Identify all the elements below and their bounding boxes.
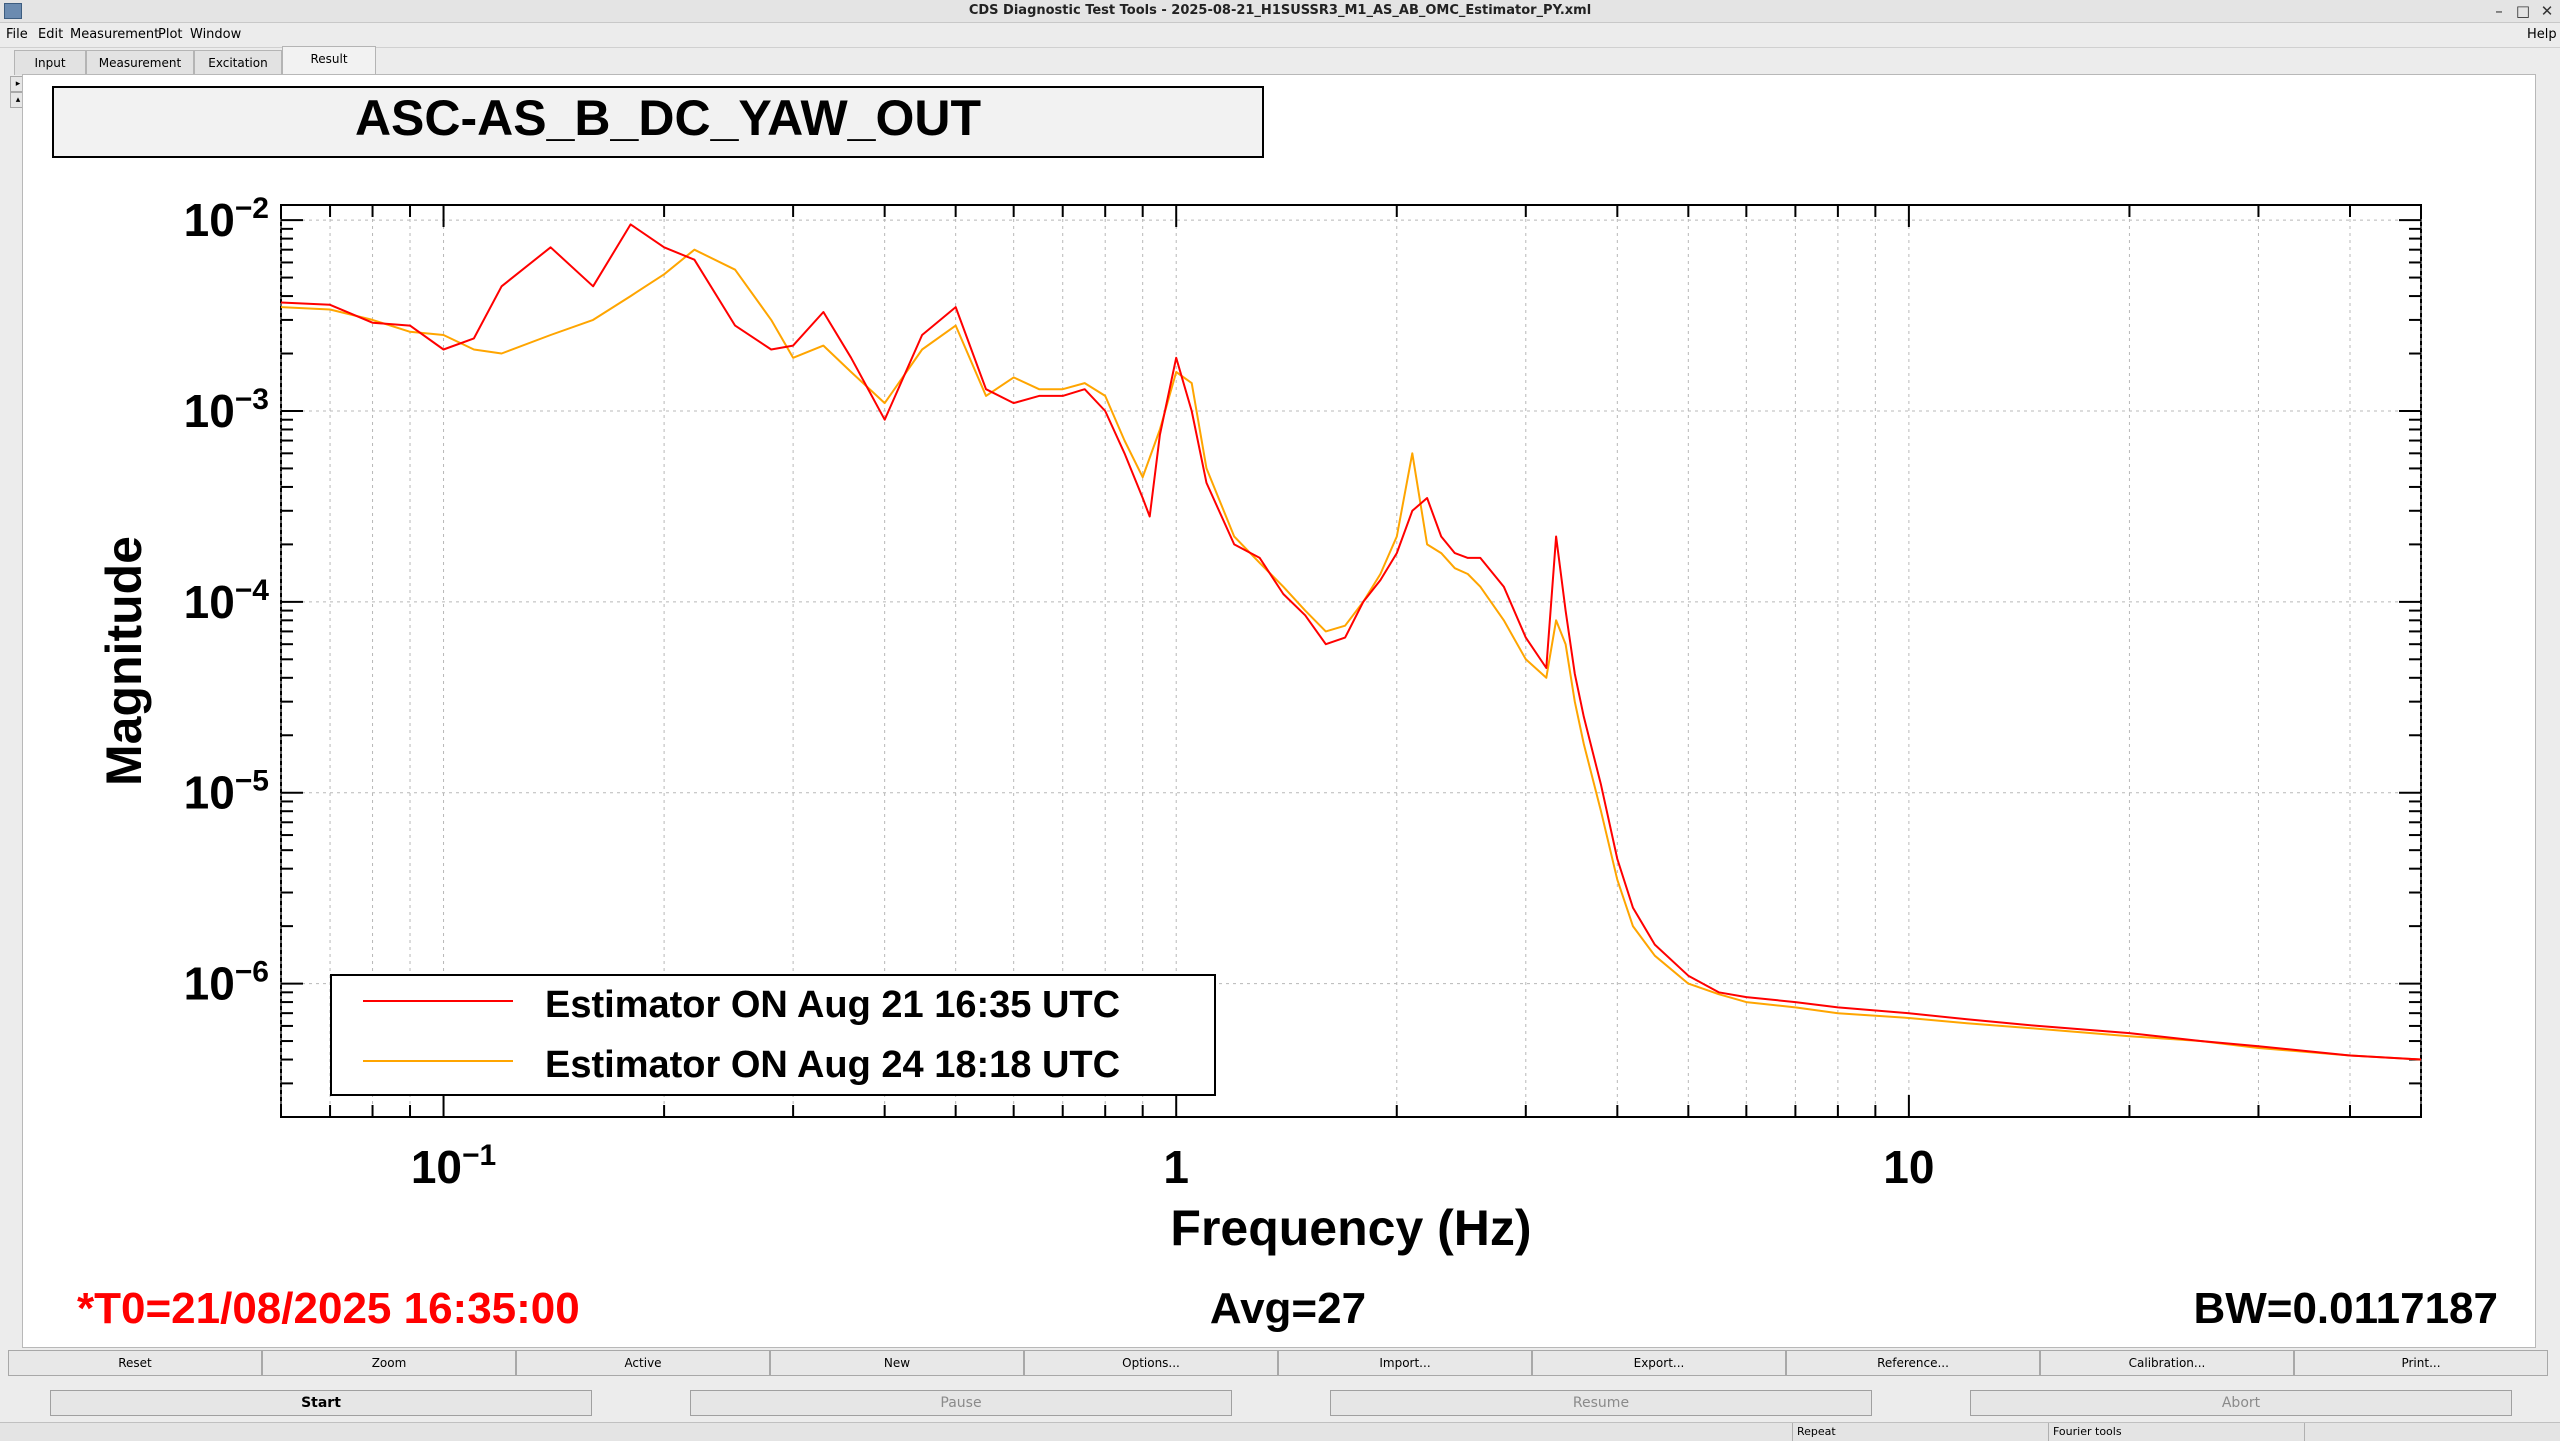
y-axis-label: Magnitude [96, 536, 152, 786]
active-button[interactable]: Active [516, 1350, 770, 1376]
tab-measurement[interactable]: Measurement [86, 50, 194, 75]
average-count: Avg=27 [1210, 1284, 1366, 1333]
y-tick-label: 10−4 [184, 574, 270, 628]
plot-button-bar: Reset Zoom Active New Options... Import.… [0, 1350, 2560, 1376]
y-tick-label: 10−2 [184, 192, 269, 246]
start-button[interactable]: Start [50, 1390, 592, 1416]
plot-panel: ASC-AS_B_DC_YAW_OUT 10−2 10−3 10−4 10−5 … [22, 74, 2536, 1348]
fourier-tools-status: Fourier tools [2048, 1423, 2303, 1441]
print-button[interactable]: Print... [2294, 1350, 2548, 1376]
export-button[interactable]: Export... [1532, 1350, 1786, 1376]
resume-button[interactable]: Resume [1330, 1390, 1872, 1416]
x-tick-label: 10−1 [411, 1139, 496, 1193]
menu-window[interactable]: Window [190, 27, 242, 42]
import-button[interactable]: Import... [1278, 1350, 1532, 1376]
x-tick-label: 1 [1163, 1141, 1189, 1193]
legend-label-aug21: Estimator ON Aug 21 16:35 UTC [545, 984, 1120, 1026]
y-tick-label: 10−5 [184, 765, 269, 819]
menu-bar: File Edit Measurement Plot Window Help [0, 23, 2560, 48]
window-title: CDS Diagnostic Test Tools - 2025-08-21_H… [968, 3, 1592, 18]
tab-excitation[interactable]: Excitation [194, 50, 282, 75]
window-titlebar: CDS Diagnostic Test Tools - 2025-08-21_H… [0, 0, 2560, 23]
options-button[interactable]: Options... [1024, 1350, 1278, 1376]
x-axis-label: Frequency (Hz) [1170, 1200, 1531, 1256]
y-tick-label: 10−6 [184, 956, 269, 1010]
reset-button[interactable]: Reset [8, 1350, 262, 1376]
status-bar: Repeat Fourier tools [0, 1422, 2560, 1441]
repeat-status: Repeat [1792, 1423, 2047, 1441]
channel-title: ASC-AS_B_DC_YAW_OUT [355, 90, 981, 146]
abort-button[interactable]: Abort [1970, 1390, 2512, 1416]
legend-label-aug24: Estimator ON Aug 24 18:18 UTC [545, 1044, 1120, 1086]
plot-area [280, 204, 2422, 1118]
measurement-control-bar: Start Pause Resume Abort [0, 1390, 2560, 1420]
new-button[interactable]: New [770, 1350, 1024, 1376]
menu-plot[interactable]: Plot [158, 27, 183, 42]
close-icon[interactable]: ✕ [2540, 2, 2554, 20]
plot-canvas[interactable]: ASC-AS_B_DC_YAW_OUT 10−2 10−3 10−4 10−5 … [23, 75, 2535, 1347]
calibration-button[interactable]: Calibration... [2040, 1350, 2294, 1376]
channel-title-box [52, 86, 1264, 158]
tab-input[interactable]: Input [14, 50, 86, 75]
reference-button[interactable]: Reference... [1786, 1350, 2040, 1376]
zoom-button[interactable]: Zoom [262, 1350, 516, 1376]
grid-lines [280, 205, 2422, 1117]
y-tick-label: 10−3 [184, 383, 269, 437]
tab-result[interactable]: Result [282, 46, 376, 75]
pause-button[interactable]: Pause [690, 1390, 1232, 1416]
menu-file[interactable]: File [6, 27, 28, 42]
bandwidth: BW=0.0117187 [2193, 1284, 2498, 1333]
legend: Estimator ON Aug 21 16:35 UTC Estimator … [330, 974, 1216, 1096]
series-line-aug21 [280, 223, 2422, 1061]
t0-timestamp: *T0=21/08/2025 16:35:00 [77, 1284, 580, 1333]
minimize-icon[interactable]: – [2495, 2, 2503, 20]
menu-help[interactable]: Help [2527, 27, 2557, 42]
menu-measurement[interactable]: Measurement [70, 27, 160, 42]
status-cell-empty [2304, 1423, 2559, 1441]
legend-box [330, 974, 1216, 1096]
menu-edit[interactable]: Edit [38, 27, 64, 42]
x-tick-label: 10 [1883, 1141, 1934, 1193]
axis-ticks [280, 205, 2422, 1118]
app-icon [4, 3, 22, 19]
series-line-aug24 [280, 248, 2422, 1061]
maximize-icon[interactable]: □ [2515, 2, 2531, 20]
